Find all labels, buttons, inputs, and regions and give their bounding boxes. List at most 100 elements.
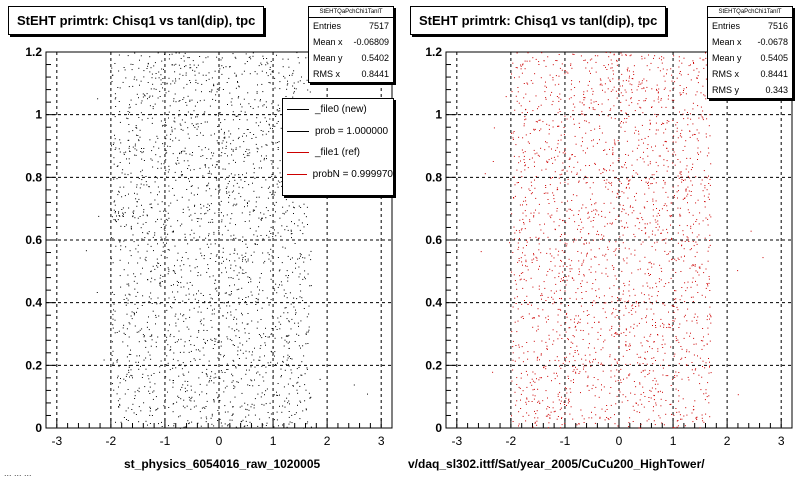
data-point	[541, 377, 542, 379]
data-point	[156, 265, 158, 267]
data-point	[124, 393, 126, 395]
data-point	[643, 78, 645, 80]
data-point	[650, 62, 652, 64]
data-point	[222, 251, 224, 253]
data-point	[161, 201, 163, 203]
data-point	[258, 217, 260, 219]
data-point	[155, 341, 157, 343]
data-point	[223, 133, 225, 135]
data-point	[569, 157, 571, 159]
data-point	[293, 70, 295, 72]
data-point	[597, 104, 599, 105]
data-point	[606, 170, 607, 172]
data-point	[298, 325, 299, 327]
data-point	[640, 107, 642, 109]
data-point	[308, 329, 310, 331]
data-point	[603, 65, 605, 66]
data-point	[214, 282, 216, 284]
data-point	[277, 395, 279, 396]
data-point	[141, 100, 143, 102]
data-point	[585, 120, 587, 122]
data-point	[684, 357, 686, 358]
data-point	[705, 136, 707, 138]
data-point	[520, 160, 521, 162]
data-point	[287, 255, 289, 257]
stats-row-mean-y: Mean y 0.5402	[309, 50, 393, 66]
data-point	[602, 254, 604, 256]
data-point	[154, 234, 156, 236]
data-point	[541, 52, 543, 54]
legend-line-icon	[287, 109, 309, 111]
data-point	[152, 166, 154, 168]
data-point	[710, 316, 712, 318]
data-point	[701, 294, 703, 296]
data-point	[236, 253, 238, 255]
data-point	[555, 248, 557, 250]
data-point	[513, 155, 515, 157]
data-point	[210, 134, 212, 136]
data-point	[224, 387, 226, 389]
data-point	[523, 223, 525, 225]
data-point	[571, 154, 573, 156]
data-point	[587, 211, 589, 213]
data-point	[296, 382, 298, 384]
data-point	[184, 66, 185, 68]
data-point	[172, 411, 174, 413]
data-point	[147, 279, 149, 280]
data-point	[165, 121, 166, 123]
data-point	[241, 73, 243, 75]
data-point	[647, 285, 649, 287]
data-point	[549, 184, 551, 186]
data-point	[663, 123, 665, 125]
data-point	[558, 108, 560, 110]
data-point	[278, 72, 280, 74]
data-point	[678, 400, 680, 402]
data-point	[251, 138, 253, 139]
data-point	[537, 388, 539, 390]
data-point	[639, 382, 641, 384]
data-point	[614, 141, 616, 143]
data-point	[680, 358, 682, 360]
data-point	[236, 318, 238, 320]
data-point	[180, 364, 182, 366]
data-point	[653, 341, 655, 343]
data-point	[699, 212, 701, 214]
data-point	[268, 82, 270, 83]
data-point	[298, 257, 300, 259]
data-point	[293, 302, 295, 304]
data-point	[697, 316, 699, 318]
data-point	[638, 83, 640, 85]
data-point	[114, 219, 116, 221]
data-point	[225, 145, 227, 147]
data-point	[562, 219, 564, 221]
data-point	[116, 332, 118, 333]
data-point	[579, 371, 581, 373]
data-point	[572, 194, 574, 196]
data-point	[200, 319, 202, 321]
data-point	[209, 294, 211, 295]
data-point	[246, 148, 248, 150]
data-point	[113, 178, 115, 180]
data-point	[641, 58, 643, 60]
data-point	[208, 235, 209, 237]
data-point	[549, 253, 551, 255]
data-point	[671, 325, 673, 327]
data-point	[709, 365, 711, 367]
data-point	[704, 399, 706, 401]
data-point	[522, 315, 524, 317]
data-point	[571, 80, 573, 82]
data-point	[648, 397, 650, 398]
data-point	[654, 55, 656, 57]
data-point	[230, 277, 232, 279]
data-point	[200, 311, 202, 313]
data-point	[200, 425, 202, 427]
data-point	[524, 169, 526, 171]
data-point	[625, 328, 627, 330]
data-point	[568, 275, 570, 277]
data-point	[583, 259, 585, 261]
data-point	[283, 312, 285, 314]
data-point	[590, 72, 591, 74]
data-point	[657, 291, 659, 292]
data-point	[621, 191, 623, 193]
data-point	[288, 205, 290, 207]
